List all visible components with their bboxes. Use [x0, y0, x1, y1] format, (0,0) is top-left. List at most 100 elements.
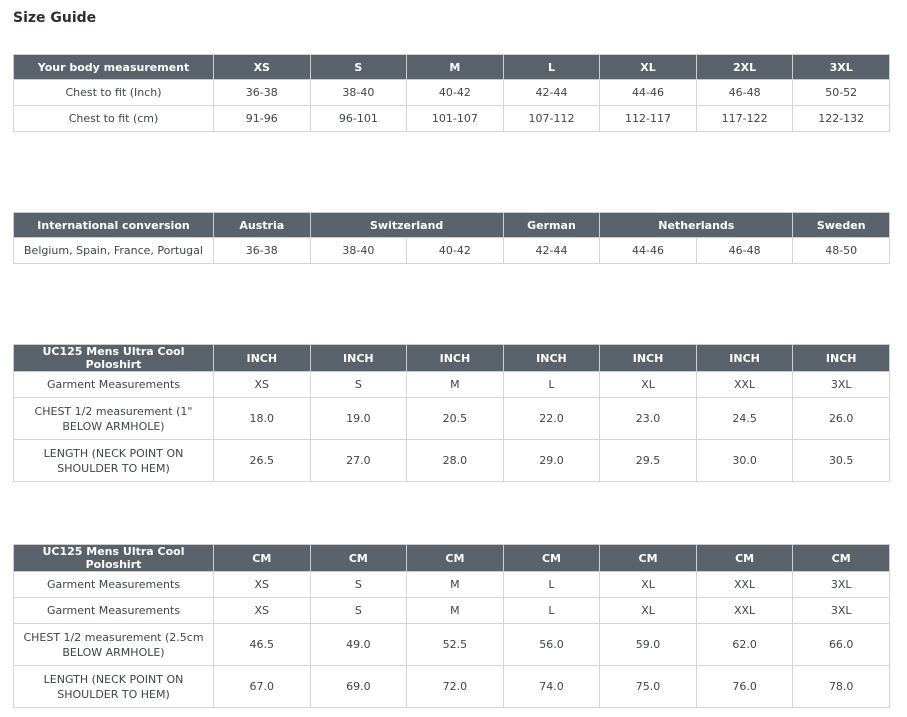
header-cell: 3XL: [792, 54, 890, 80]
row-label: Garment Measurements: [13, 371, 214, 398]
table-cell: 75.0: [599, 665, 697, 708]
header-cell: M: [406, 54, 504, 80]
header-cell: INCH: [792, 344, 890, 372]
table-cell: 66.0: [792, 623, 890, 666]
table-cell: L: [502, 597, 601, 624]
table-cell: 20.5: [406, 397, 504, 440]
table-cell: 22.0: [502, 397, 601, 440]
table-cell: 3XL: [792, 371, 890, 398]
table-cell: 29.5: [599, 439, 697, 482]
table-cell: 96-101: [309, 105, 408, 132]
table-cell: 42-44: [502, 237, 601, 264]
row-label: Chest to fit (cm): [13, 105, 214, 132]
row-label: CHEST 1/2 measurement (2.5cm BELOW ARMHO…: [13, 623, 214, 666]
table-cell: 38-40: [309, 79, 408, 106]
row-label: Belgium, Spain, France, Portugal: [13, 237, 214, 264]
table-row: LENGTH (NECK POINT ON SHOULDER TO HEM) 2…: [13, 439, 890, 482]
table-row: Garment Measurements XS S M L XL XXL 3XL: [13, 597, 890, 624]
header-cell: INCH: [695, 344, 794, 372]
table-cell: 38-40: [309, 237, 408, 264]
table-header-row: Your body measurement XS S M L XL 2XL 3X…: [13, 54, 890, 80]
table-header-row: International conversion Austria Switzer…: [13, 212, 890, 238]
header-cell: Your body measurement: [13, 54, 214, 80]
table-cell: 117-122: [695, 105, 794, 132]
table-cell: 72.0: [406, 665, 504, 708]
header-cell: Sweden: [792, 212, 890, 238]
row-label: LENGTH (NECK POINT ON SHOULDER TO HEM): [13, 665, 214, 708]
header-cell: UC125 Mens Ultra Cool Poloshirt: [13, 544, 214, 572]
header-cell: German: [502, 212, 601, 238]
table-cell: S: [309, 597, 408, 624]
table-cell: XXL: [695, 597, 794, 624]
header-cell: CM: [599, 544, 697, 572]
table-row: Chest to fit (Inch) 36-38 38-40 40-42 42…: [13, 79, 890, 106]
table-cell: 24.5: [695, 397, 794, 440]
table-row: CHEST 1/2 measurement (2.5cm BELOW ARMHO…: [13, 623, 890, 666]
table-row: Belgium, Spain, France, Portugal 36-38 3…: [13, 237, 890, 264]
table-cell: M: [406, 371, 504, 398]
row-label: Chest to fit (Inch): [13, 79, 214, 106]
table-cell: 30.0: [695, 439, 794, 482]
body-measurement-table: Your body measurement XS S M L XL 2XL 3X…: [13, 54, 890, 132]
header-cell: INCH: [213, 344, 311, 372]
table-cell: 69.0: [309, 665, 408, 708]
table-cell: 62.0: [695, 623, 794, 666]
table-cell: 30.5: [792, 439, 890, 482]
header-cell: INCH: [502, 344, 601, 372]
table-cell: 19.0: [309, 397, 408, 440]
table-cell: XXL: [695, 571, 794, 598]
table-cell: 29.0: [502, 439, 601, 482]
table-cell: 101-107: [406, 105, 504, 132]
table-cell: 78.0: [792, 665, 890, 708]
table-header-row: UC125 Mens Ultra Cool Poloshirt CM CM CM…: [13, 544, 890, 572]
table-cell: 36-38: [213, 237, 311, 264]
table-cell: 44-46: [599, 79, 697, 106]
table-cell: XS: [213, 371, 311, 398]
table-cell: 26.0: [792, 397, 890, 440]
table-cell: 40-42: [406, 79, 504, 106]
international-conversion-table: International conversion Austria Switzer…: [13, 212, 890, 264]
table-cell: 76.0: [695, 665, 794, 708]
header-cell: International conversion: [13, 212, 214, 238]
header-cell: 2XL: [695, 54, 794, 80]
header-cell: XS: [213, 54, 311, 80]
table-cell: 107-112: [502, 105, 601, 132]
header-cell: CM: [213, 544, 311, 572]
table-cell: 74.0: [502, 665, 601, 708]
table-cell: 42-44: [502, 79, 601, 106]
table-cell: 112-117: [599, 105, 697, 132]
header-cell: Netherlands: [599, 212, 794, 238]
table-cell: 46.5: [213, 623, 311, 666]
garment-inch-table: UC125 Mens Ultra Cool Poloshirt INCH INC…: [13, 344, 890, 482]
table-row: Chest to fit (cm) 91-96 96-101 101-107 1…: [13, 105, 890, 132]
header-cell: L: [502, 54, 601, 80]
table-cell: XL: [599, 571, 697, 598]
table-cell: 59.0: [599, 623, 697, 666]
table-cell: 91-96: [213, 105, 311, 132]
table-cell: 122-132: [792, 105, 890, 132]
row-label: LENGTH (NECK POINT ON SHOULDER TO HEM): [13, 439, 214, 482]
row-label: CHEST 1/2 measurement (1" BELOW ARMHOLE): [13, 397, 214, 440]
header-cell: INCH: [599, 344, 697, 372]
table-cell: 18.0: [213, 397, 311, 440]
header-cell: INCH: [406, 344, 504, 372]
table-cell: 27.0: [309, 439, 408, 482]
table-cell: M: [406, 597, 504, 624]
table-cell: XL: [599, 597, 697, 624]
table-cell: 46-48: [695, 79, 794, 106]
table-row: Garment Measurements XS S M L XL XXL 3XL: [13, 571, 890, 598]
table-cell: XL: [599, 371, 697, 398]
table-cell: S: [309, 371, 408, 398]
table-cell: 26.5: [213, 439, 311, 482]
table-cell: 56.0: [502, 623, 601, 666]
table-cell: 52.5: [406, 623, 504, 666]
table-cell: S: [309, 571, 408, 598]
row-label: Garment Measurements: [13, 571, 214, 598]
table-cell: L: [502, 371, 601, 398]
garment-cm-table: UC125 Mens Ultra Cool Poloshirt CM CM CM…: [13, 544, 890, 708]
header-cell: UC125 Mens Ultra Cool Poloshirt: [13, 344, 214, 372]
header-cell: CM: [695, 544, 794, 572]
header-cell: S: [309, 54, 408, 80]
table-cell: 50-52: [792, 79, 890, 106]
table-cell: XS: [213, 571, 311, 598]
